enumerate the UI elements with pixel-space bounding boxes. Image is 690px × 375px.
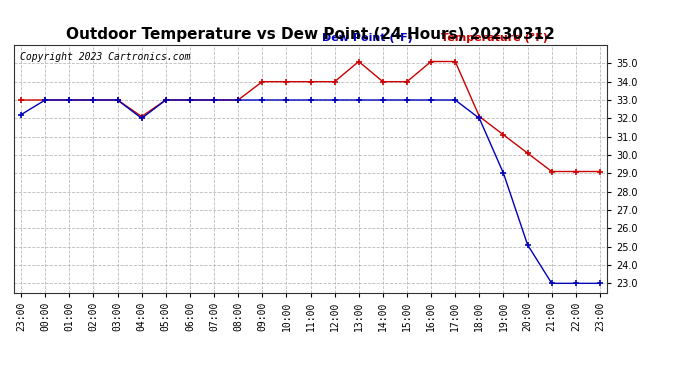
Text: Dew Point (°F): Dew Point (°F) (322, 33, 413, 42)
Title: Outdoor Temperature vs Dew Point (24 Hours) 20230312: Outdoor Temperature vs Dew Point (24 Hou… (66, 27, 555, 42)
Text: Temperature (°F): Temperature (°F) (441, 33, 548, 42)
Text: Copyright 2023 Cartronics.com: Copyright 2023 Cartronics.com (20, 53, 190, 62)
